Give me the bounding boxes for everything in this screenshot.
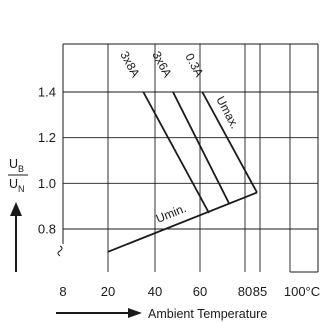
x-tick-label-2: 40 — [148, 284, 162, 299]
axis-break-marker — [57, 245, 63, 257]
y-axis-arrow-head — [10, 202, 22, 216]
y-axis-denominator-sub: N — [18, 184, 25, 194]
series-line-2 — [201, 91, 258, 193]
x-tick-label-3: 60 — [193, 284, 207, 299]
x-tick-label-6: 100°C — [284, 284, 320, 299]
plot-frame — [62, 43, 319, 273]
series-line-4 — [107, 191, 258, 253]
series-label-2: 0.3A — [182, 51, 206, 79]
y-tick-label-0: 0.8 — [38, 222, 56, 237]
series-line-0 — [142, 91, 210, 214]
series-line-1 — [172, 91, 231, 205]
y-axis-numerator: U — [9, 157, 18, 171]
y-axis-title: U B U N — [8, 157, 28, 272]
x-tick-label-0: 8 — [59, 284, 66, 299]
y-tick-label-1: 1.0 — [38, 176, 56, 191]
series-label-0: 3x8A — [117, 49, 142, 80]
series-label-3: Umax. — [213, 94, 242, 131]
x-axis-label: Ambient Temperature — [148, 307, 267, 321]
x-axis-title: Ambient Temperature — [56, 307, 267, 321]
series-lines — [107, 91, 258, 253]
y-axis-numerator-sub: B — [18, 164, 24, 174]
x-axis-arrow-head — [128, 308, 142, 318]
grid — [63, 44, 318, 272]
x-tick-label-5: 85 — [253, 284, 267, 299]
x-tick-label-1: 20 — [101, 284, 115, 299]
y-tick-label-2: 1.2 — [38, 130, 56, 145]
x-tick-label-4: 80 — [238, 284, 252, 299]
tick-labels: 0.8 1.0 1.2 1.4 8 20 40 60 80 85 100°C — [38, 85, 320, 300]
series-label-1: 3x6A — [149, 49, 174, 80]
y-tick-label-3: 1.4 — [38, 85, 56, 100]
y-axis-denominator: U — [9, 177, 18, 191]
